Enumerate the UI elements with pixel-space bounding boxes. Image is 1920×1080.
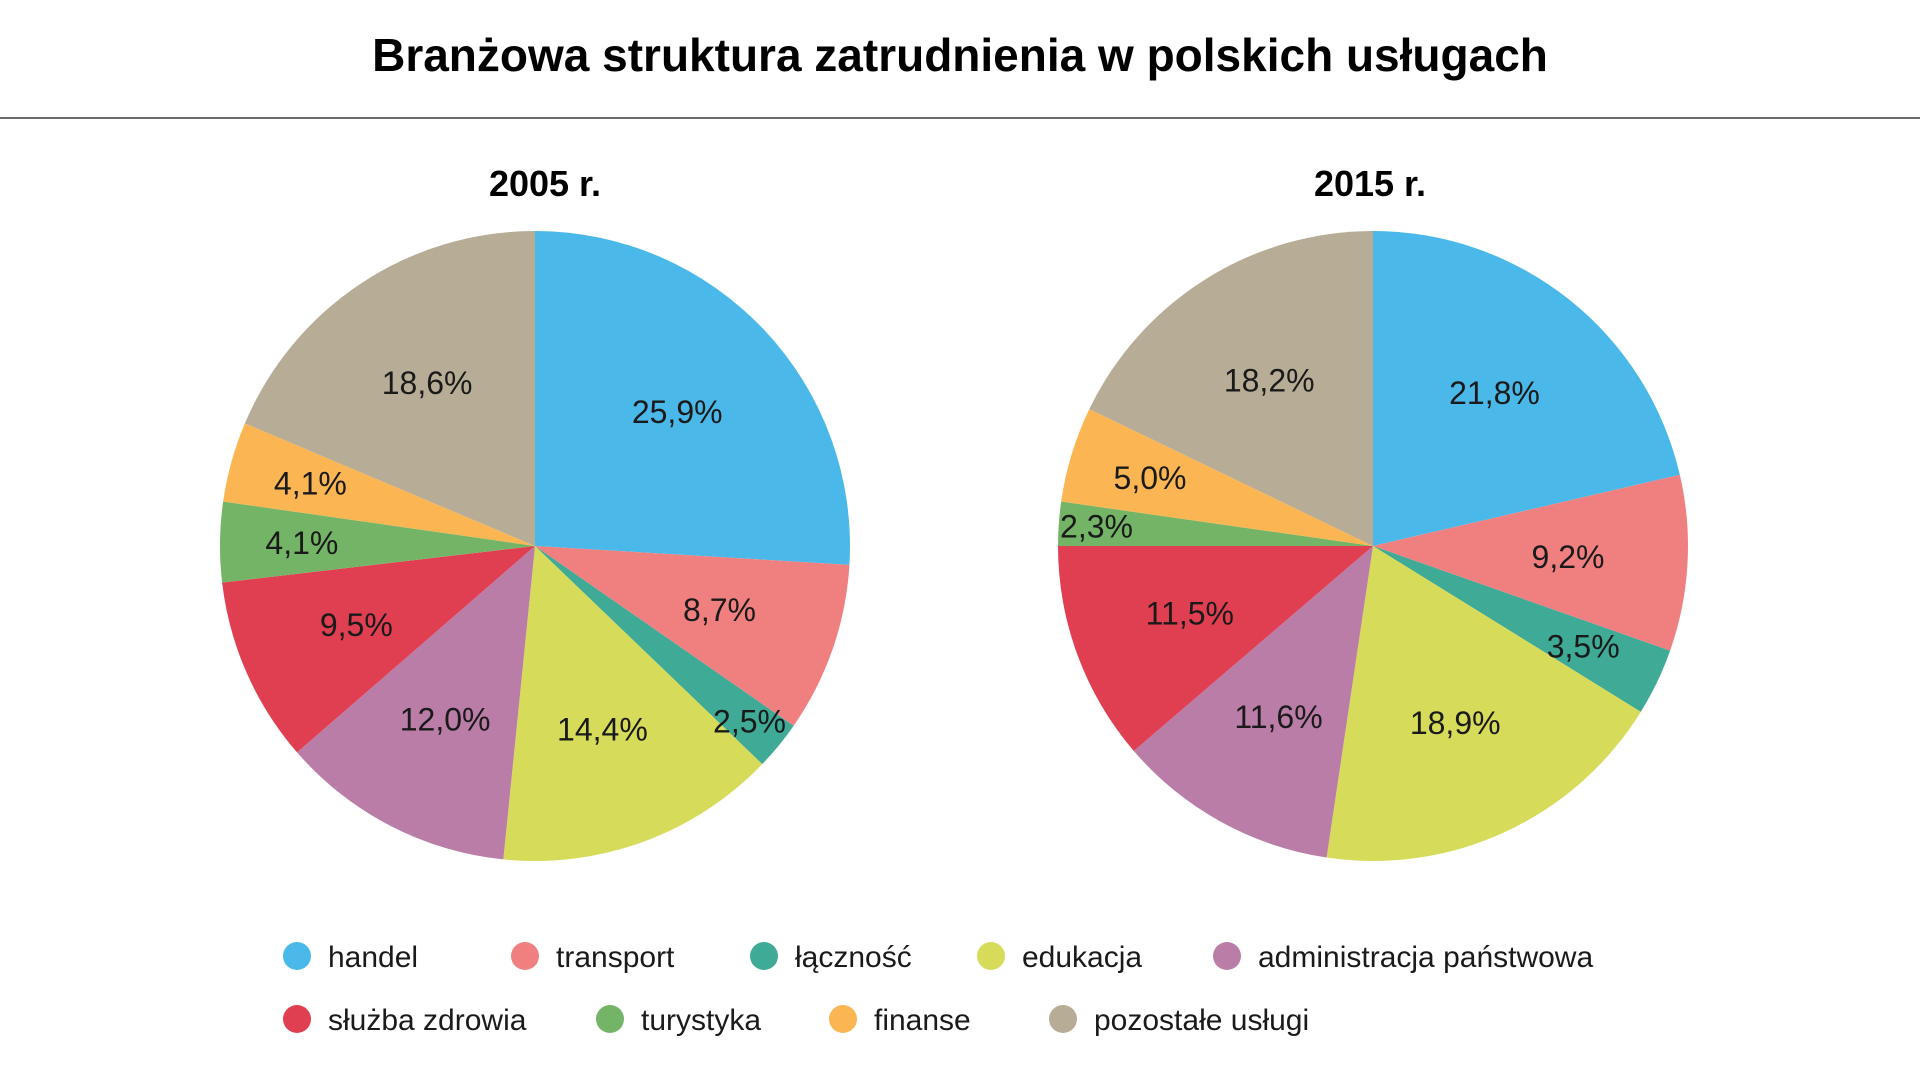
legend-swatch-8 — [829, 1005, 857, 1033]
pie-slice-2015-1 — [1373, 231, 1680, 546]
pie-label-2015-4: 18,9% — [1410, 705, 1501, 741]
legend-swatch-3 — [750, 942, 778, 970]
pie-chart-2005: 2005 r. 25,9% 8,7% 2,5% 14,4% 12,0% 9,5% 4,1% 4… — [219, 163, 851, 861]
chart-title-2005: 2005 r. — [489, 163, 601, 204]
legend-label-9: pozostałe usługi — [1094, 1004, 1309, 1037]
pie-label-2005-4: 14,4% — [557, 711, 648, 747]
legend-label-8: finanse — [874, 1004, 971, 1037]
pie-slice-2005-5 — [297, 546, 535, 860]
pie-label-2015-6: 11,5% — [1146, 596, 1234, 632]
pie-slice-2015-9 — [1089, 231, 1373, 546]
pie-slice-2005-6 — [222, 546, 535, 753]
pie-slice-2015-5 — [1133, 546, 1373, 858]
pie-label-2015-5: 11,6% — [1234, 699, 1322, 735]
pie-label-2015-1: 21,8% — [1449, 375, 1540, 411]
pie-label-2015-9: 18,2% — [1224, 363, 1315, 399]
legend-label-2: transport — [556, 941, 675, 974]
legend-swatch-5 — [1213, 942, 1241, 970]
pie-slice-2015-6 — [1058, 546, 1373, 751]
pie-slice-2005-7 — [219, 501, 535, 583]
legend-label-4: edukacja — [1022, 941, 1142, 974]
pie-slice-2015-3 — [1373, 546, 1671, 712]
pie-slices-2015 — [1058, 231, 1688, 861]
pie-slice-2015-8 — [1061, 409, 1373, 546]
pie-labels-2005: 25,9% 8,7% 2,5% 14,4% 12,0% 9,5% 4,1% 4,1% 18,6% — [265, 365, 786, 747]
pie-label-2005-6: 9,5% — [320, 607, 393, 643]
pie-label-2005-5: 12,0% — [400, 701, 491, 737]
page-title: Branżowa struktura zatrudnienia w polski… — [372, 29, 1548, 81]
legend-label-3: łączność — [795, 941, 912, 974]
pie-label-2005-7: 4,1% — [265, 525, 338, 561]
legend-label-6: służba zdrowia — [328, 1004, 527, 1037]
pie-slice-2005-9 — [244, 231, 535, 546]
pie-slice-2015-4 — [1326, 546, 1641, 861]
legend-swatch-7 — [596, 1005, 624, 1033]
pie-slice-2005-8 — [223, 423, 535, 546]
legend-swatch-6 — [283, 1005, 311, 1033]
pie-slice-2005-2 — [535, 546, 850, 726]
pie-label-2015-3: 3,5% — [1547, 629, 1620, 665]
pie-label-2015-8: 5,0% — [1114, 460, 1187, 496]
pie-slice-2015-2 — [1373, 474, 1688, 651]
pie-label-2005-9: 18,6% — [382, 365, 473, 401]
title-divider — [0, 117, 1920, 119]
pie-slice-2005-1 — [535, 231, 851, 565]
pie-label-2005-1: 25,9% — [632, 394, 723, 430]
legend-label-1: handel — [328, 941, 418, 974]
pie-labels-2015: 21,8% 9,2% 3,5% 18,9% 11,6% 11,5% 2,3% 5,0% 18,2… — [1060, 363, 1620, 742]
legend: handel transport łączność edukacja administr… — [283, 941, 1593, 1037]
chart-title-2015: 2015 r. — [1314, 163, 1426, 204]
legend-swatch-9 — [1049, 1005, 1077, 1033]
pie-slice-2005-3 — [535, 546, 794, 765]
legend-label-5: administracja państwowa — [1258, 941, 1593, 974]
pie-label-2015-2: 9,2% — [1532, 539, 1605, 575]
pie-slices-2005 — [219, 231, 851, 861]
pie-chart-2015: 2015 r. 21,8% 9,2% 3,5% 18,9% 11,6% 11,5% 2,3%… — [1058, 163, 1688, 861]
pie-label-2005-3: 2,5% — [713, 704, 786, 740]
legend-swatch-1 — [283, 942, 311, 970]
legend-swatch-2 — [511, 942, 539, 970]
pie-slice-2015-7 — [1058, 501, 1373, 546]
pie-label-2005-8: 4,1% — [274, 466, 347, 502]
legend-swatch-4 — [977, 942, 1005, 970]
pie-label-2005-2: 8,7% — [683, 592, 756, 628]
pie-label-2015-7: 2,3% — [1060, 508, 1133, 544]
legend-label-7: turystyka — [641, 1004, 761, 1037]
pie-slice-2005-4 — [503, 546, 763, 861]
